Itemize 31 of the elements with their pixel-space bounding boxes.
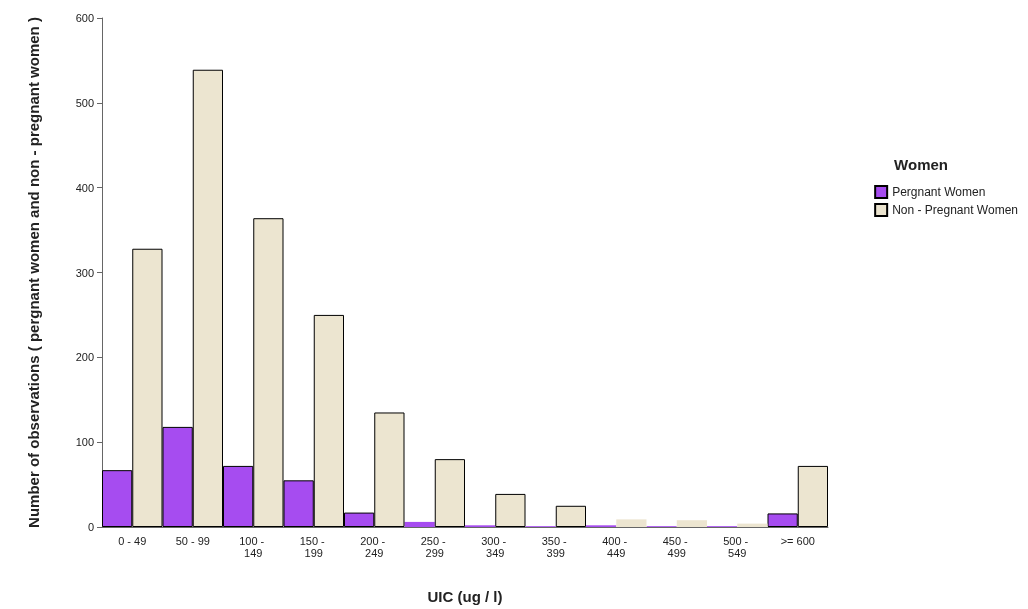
bar — [737, 523, 768, 527]
x-tick-label: 250 - 299 — [420, 535, 449, 559]
legend-title: Women — [894, 156, 949, 173]
x-tick-label: 450 - 499 — [662, 535, 691, 559]
x-tick-label: 50 - 99 — [175, 535, 210, 547]
x-tick-label: 150 - 199 — [299, 535, 328, 559]
y-tick-label: 300 — [75, 266, 94, 279]
bar — [404, 521, 435, 527]
y-axis-title: Number of observations ( pergnant women and non - pregnant women ) — [24, 17, 42, 528]
y-tick-label: 200 — [75, 351, 94, 364]
x-tick-label: 0 - 49 — [118, 535, 147, 547]
x-tick-label: 350 - 399 — [541, 535, 570, 559]
x-axis-title: UIC (ug / l) — [427, 588, 503, 605]
legend-label: Non - Pregnant Women — [892, 203, 1018, 217]
x-tick-label: 400 - 449 — [602, 535, 631, 559]
bar — [616, 519, 647, 527]
x-tick-label: 100 - 149 — [239, 535, 268, 559]
bar — [495, 493, 526, 527]
bar — [676, 520, 707, 527]
x-tick-label: 200 - 249 — [360, 535, 389, 559]
y-tick-label: 0 — [87, 521, 94, 533]
bar — [555, 505, 586, 527]
bar — [434, 459, 465, 527]
x-tick-label: 300 - 349 — [481, 535, 510, 559]
x-tick-label: >= 600 — [780, 535, 815, 547]
y-tick-label: 400 — [75, 181, 94, 194]
y-tick-label: 600 — [75, 12, 94, 24]
y-tick-label: 100 — [75, 436, 94, 449]
y-tick-label: 500 — [75, 96, 94, 109]
x-tick-label: 500 - 549 — [723, 535, 752, 559]
legend-label: Pergnant Women — [892, 185, 986, 199]
